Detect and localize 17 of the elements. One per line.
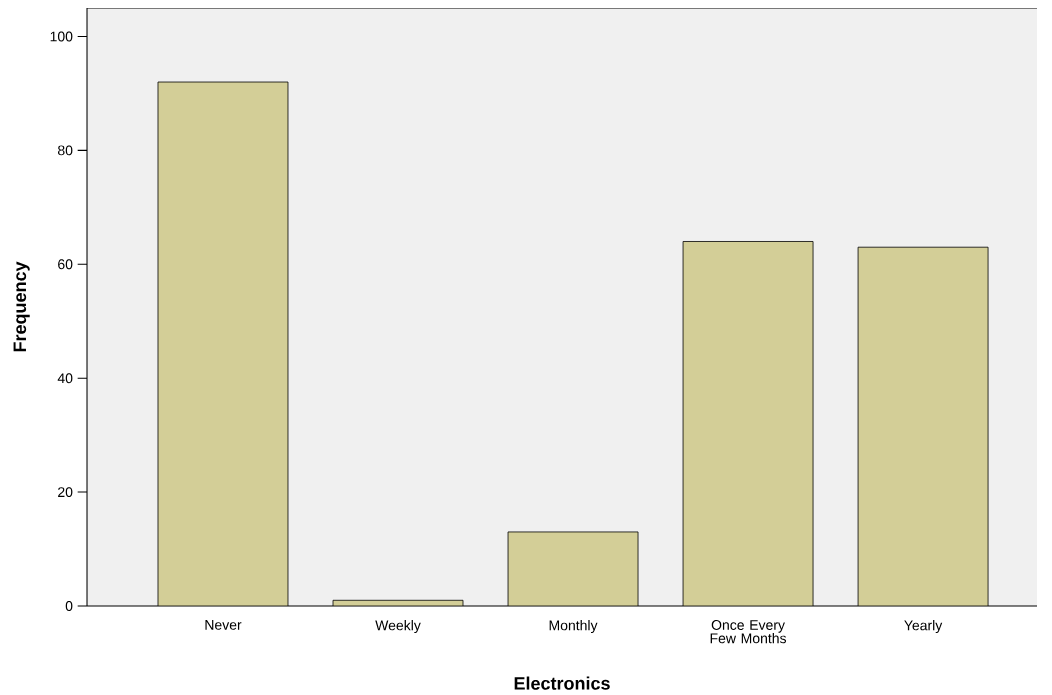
x-tick-label: Never: [205, 620, 242, 630]
y-tick-label: 20: [58, 487, 73, 498]
x-tick-label: Monthly: [549, 620, 598, 634]
y-tick-label: 100: [50, 31, 73, 42]
x-tick-label: Once Every Few Months: [710, 620, 787, 644]
y-axis-title: Frequency: [13, 261, 30, 352]
y-tick-label: 60: [58, 259, 73, 270]
bar: [158, 82, 288, 606]
bar: [857, 246, 989, 606]
y-tick-label: 40: [57, 373, 73, 384]
x-tick-label: Yearly: [904, 620, 943, 634]
x-tick-label: Weekly: [375, 620, 421, 634]
y-tick-label: 80: [58, 145, 73, 156]
bar: [508, 531, 639, 606]
x-axis-title: Electronics: [514, 676, 610, 690]
y-tick-label: 0: [65, 601, 73, 611]
bar: [683, 241, 814, 606]
